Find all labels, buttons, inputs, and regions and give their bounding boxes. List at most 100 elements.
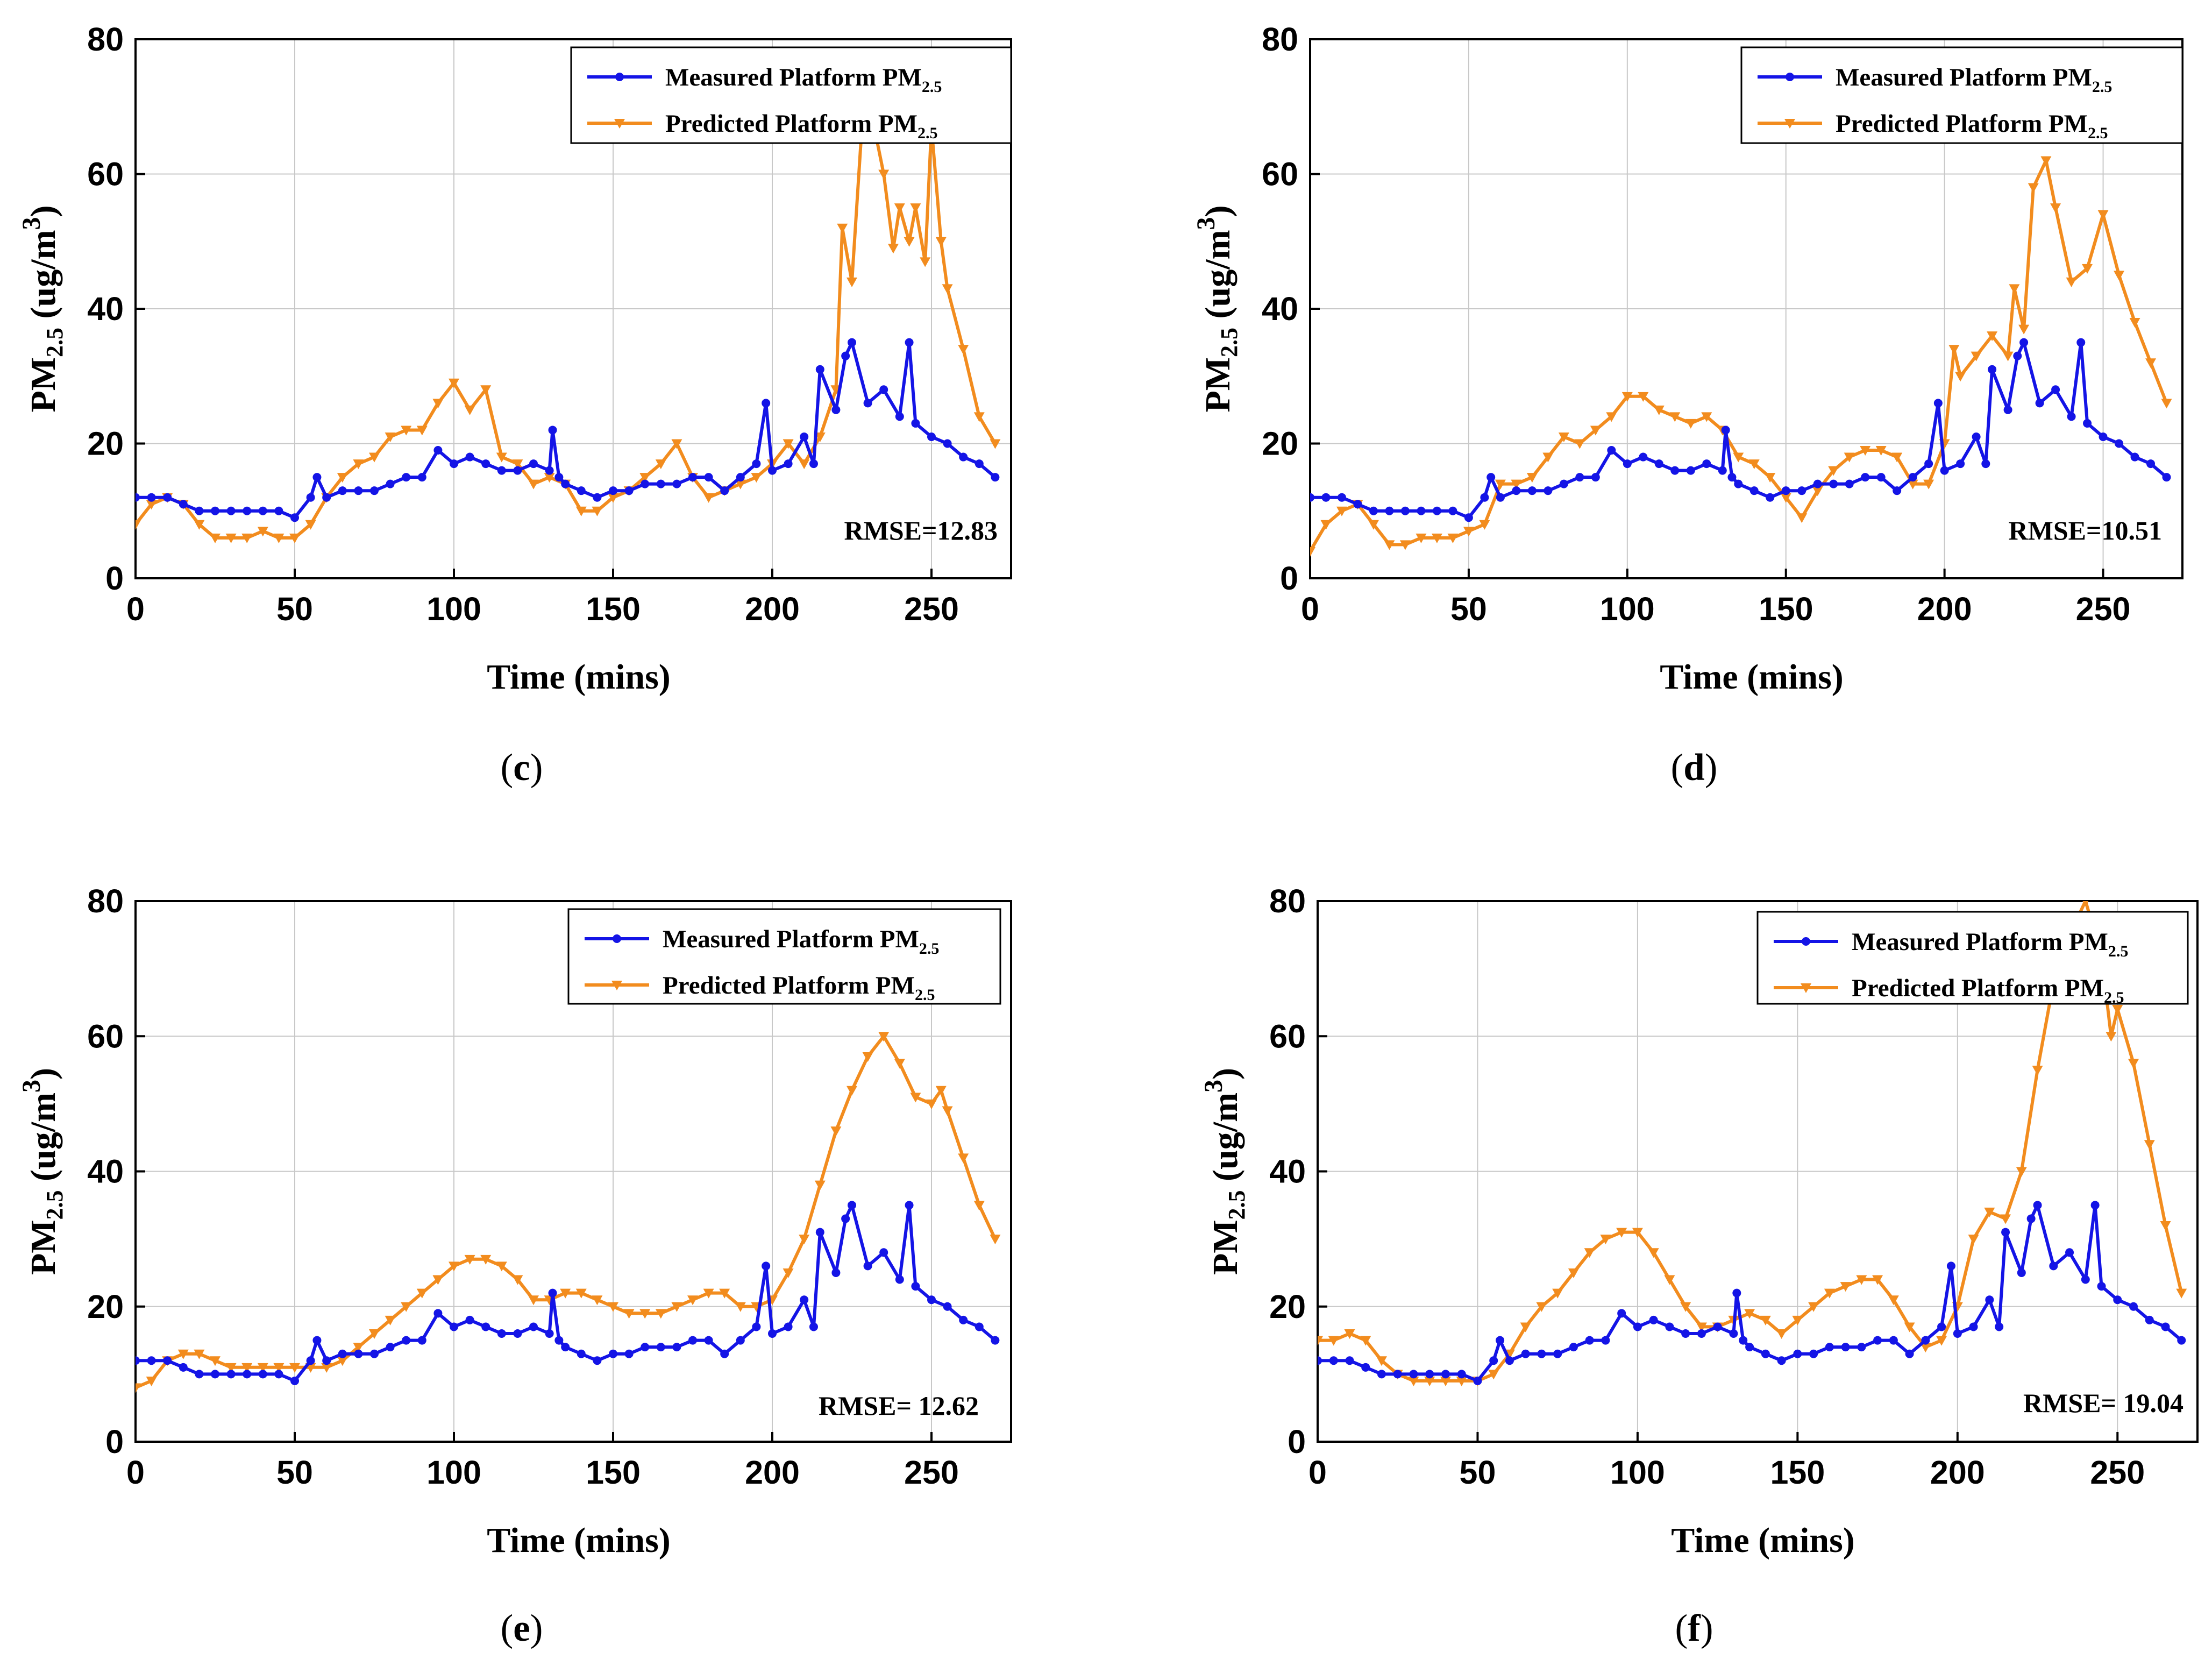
data-point-measured [943, 439, 952, 448]
data-point-measured [905, 1201, 914, 1210]
data-point-predicted [655, 1309, 666, 1319]
legend: Measured Platform PM2.5 Predicted Platfor… [1756, 911, 2189, 1006]
data-point-measured [641, 479, 650, 488]
x-tick-label: 200 [1917, 591, 1972, 627]
data-point-predicted [1606, 412, 1617, 422]
data-point-predicted [241, 1363, 253, 1373]
data-point-predicted [1920, 1343, 1931, 1353]
data-point-measured [2113, 1295, 2122, 1305]
data-point-predicted [1776, 1329, 1787, 1339]
rmse-annotation: RMSE=10.51 [2009, 515, 2162, 545]
data-point-predicted [337, 1356, 348, 1366]
data-point-predicted [289, 1363, 300, 1373]
data-point-measured [841, 1214, 850, 1223]
x-tick-label: 100 [1600, 591, 1655, 627]
data-point-predicted [904, 237, 915, 247]
data-point-measured [136, 1356, 140, 1365]
data-point-measured [1718, 466, 1727, 475]
x-tick-label: 50 [1460, 1454, 1496, 1491]
data-point-predicted [1568, 1268, 1579, 1278]
data-point-measured [1797, 486, 1806, 495]
data-point-measured [417, 1336, 426, 1345]
data-point-predicted [1584, 1248, 1595, 1258]
data-point-measured [762, 1261, 771, 1271]
data-point-measured [529, 1322, 538, 1331]
data-point-predicted [942, 1106, 953, 1116]
data-point-predicted [942, 284, 953, 294]
data-point-predicted [1744, 1309, 1755, 1319]
data-point-predicted [1844, 452, 1855, 463]
y-tick-label: 60 [87, 156, 124, 193]
data-point-predicted [1701, 412, 1712, 422]
data-point-measured [195, 1370, 204, 1379]
legend-marker [614, 119, 625, 129]
data-point-predicted [1638, 392, 1649, 402]
data-point-predicted [1685, 419, 1696, 429]
data-point-predicted [735, 1302, 746, 1312]
data-point-predicted [887, 244, 899, 254]
series-line-measured [1318, 1203, 2183, 1383]
data-point-predicted [1376, 1356, 1387, 1366]
x-tick-label: 200 [1930, 1454, 1985, 1491]
legend-marker [1802, 937, 1810, 946]
data-point-measured [848, 1201, 856, 1210]
y-tick-label: 60 [1262, 156, 1298, 193]
data-point-predicted [1360, 1336, 1371, 1346]
data-point-measured [1361, 1363, 1370, 1372]
data-point-measured [2177, 1336, 2186, 1345]
data-point-measured [911, 1282, 920, 1291]
data-point-predicted [1653, 405, 1665, 415]
data-point-measured [465, 1315, 474, 1324]
y-tick-label: 0 [105, 560, 124, 597]
data-point-measured [274, 506, 283, 515]
data-point-measured [1432, 506, 1441, 515]
data-point-predicted [1310, 547, 1315, 557]
data-point-predicted [369, 452, 380, 463]
y-axis-label: PM2.5 (ug/m3) [17, 205, 68, 412]
data-point-predicted [608, 1302, 618, 1312]
x-axis-label: Time (mins) [1671, 1521, 1855, 1560]
data-point-measured [226, 1370, 236, 1379]
data-point-measured [927, 432, 936, 441]
data-point-measured [1318, 1356, 1322, 1365]
data-point-measured [1623, 459, 1632, 469]
data-point-measured [815, 365, 824, 374]
data-point-predicted [194, 1349, 205, 1359]
data-point-predicted [926, 1099, 937, 1109]
data-point-measured [784, 459, 793, 469]
data-point-predicted [1616, 1228, 1627, 1238]
data-point-measured [1553, 1349, 1562, 1358]
data-point-measured [1425, 1370, 1434, 1379]
data-point-predicted [703, 1288, 714, 1299]
data-point-predicted [1344, 1329, 1355, 1339]
data-point-predicted [1440, 1376, 1451, 1386]
data-point-predicted [878, 1032, 890, 1042]
x-tick-label: 50 [1450, 591, 1487, 627]
data-point-measured [1512, 486, 1521, 495]
y-tick-label: 0 [1288, 1423, 1306, 1460]
data-point-predicted [973, 412, 985, 422]
data-point-measured [386, 479, 395, 488]
data-point-measured [1670, 466, 1680, 475]
data-point-measured [529, 459, 538, 469]
data-point-measured [1739, 1336, 1748, 1345]
data-point-measured [1937, 1322, 1946, 1331]
data-point-measured [548, 426, 557, 435]
plot-area [136, 1032, 1001, 1393]
data-point-measured [752, 1322, 761, 1331]
data-point-measured [1793, 1349, 1802, 1358]
data-point-measured [1393, 1370, 1402, 1379]
y-axis-label: PM2.5 (ug/m3) [1192, 205, 1242, 412]
data-point-predicted [496, 452, 507, 463]
data-point-predicted [735, 479, 746, 490]
data-point-predicted [1558, 432, 1569, 442]
data-point-predicted [958, 345, 969, 355]
data-point-predicted [814, 1180, 826, 1190]
y-tick-label: 20 [1269, 1288, 1306, 1325]
data-point-predicted [1888, 1295, 1899, 1306]
legend-marker [1801, 983, 1811, 993]
data-point-measured [211, 1370, 219, 1379]
data-point-measured [2090, 1201, 2100, 1210]
data-point-measured [768, 466, 777, 475]
data-point-predicted [862, 1052, 873, 1062]
